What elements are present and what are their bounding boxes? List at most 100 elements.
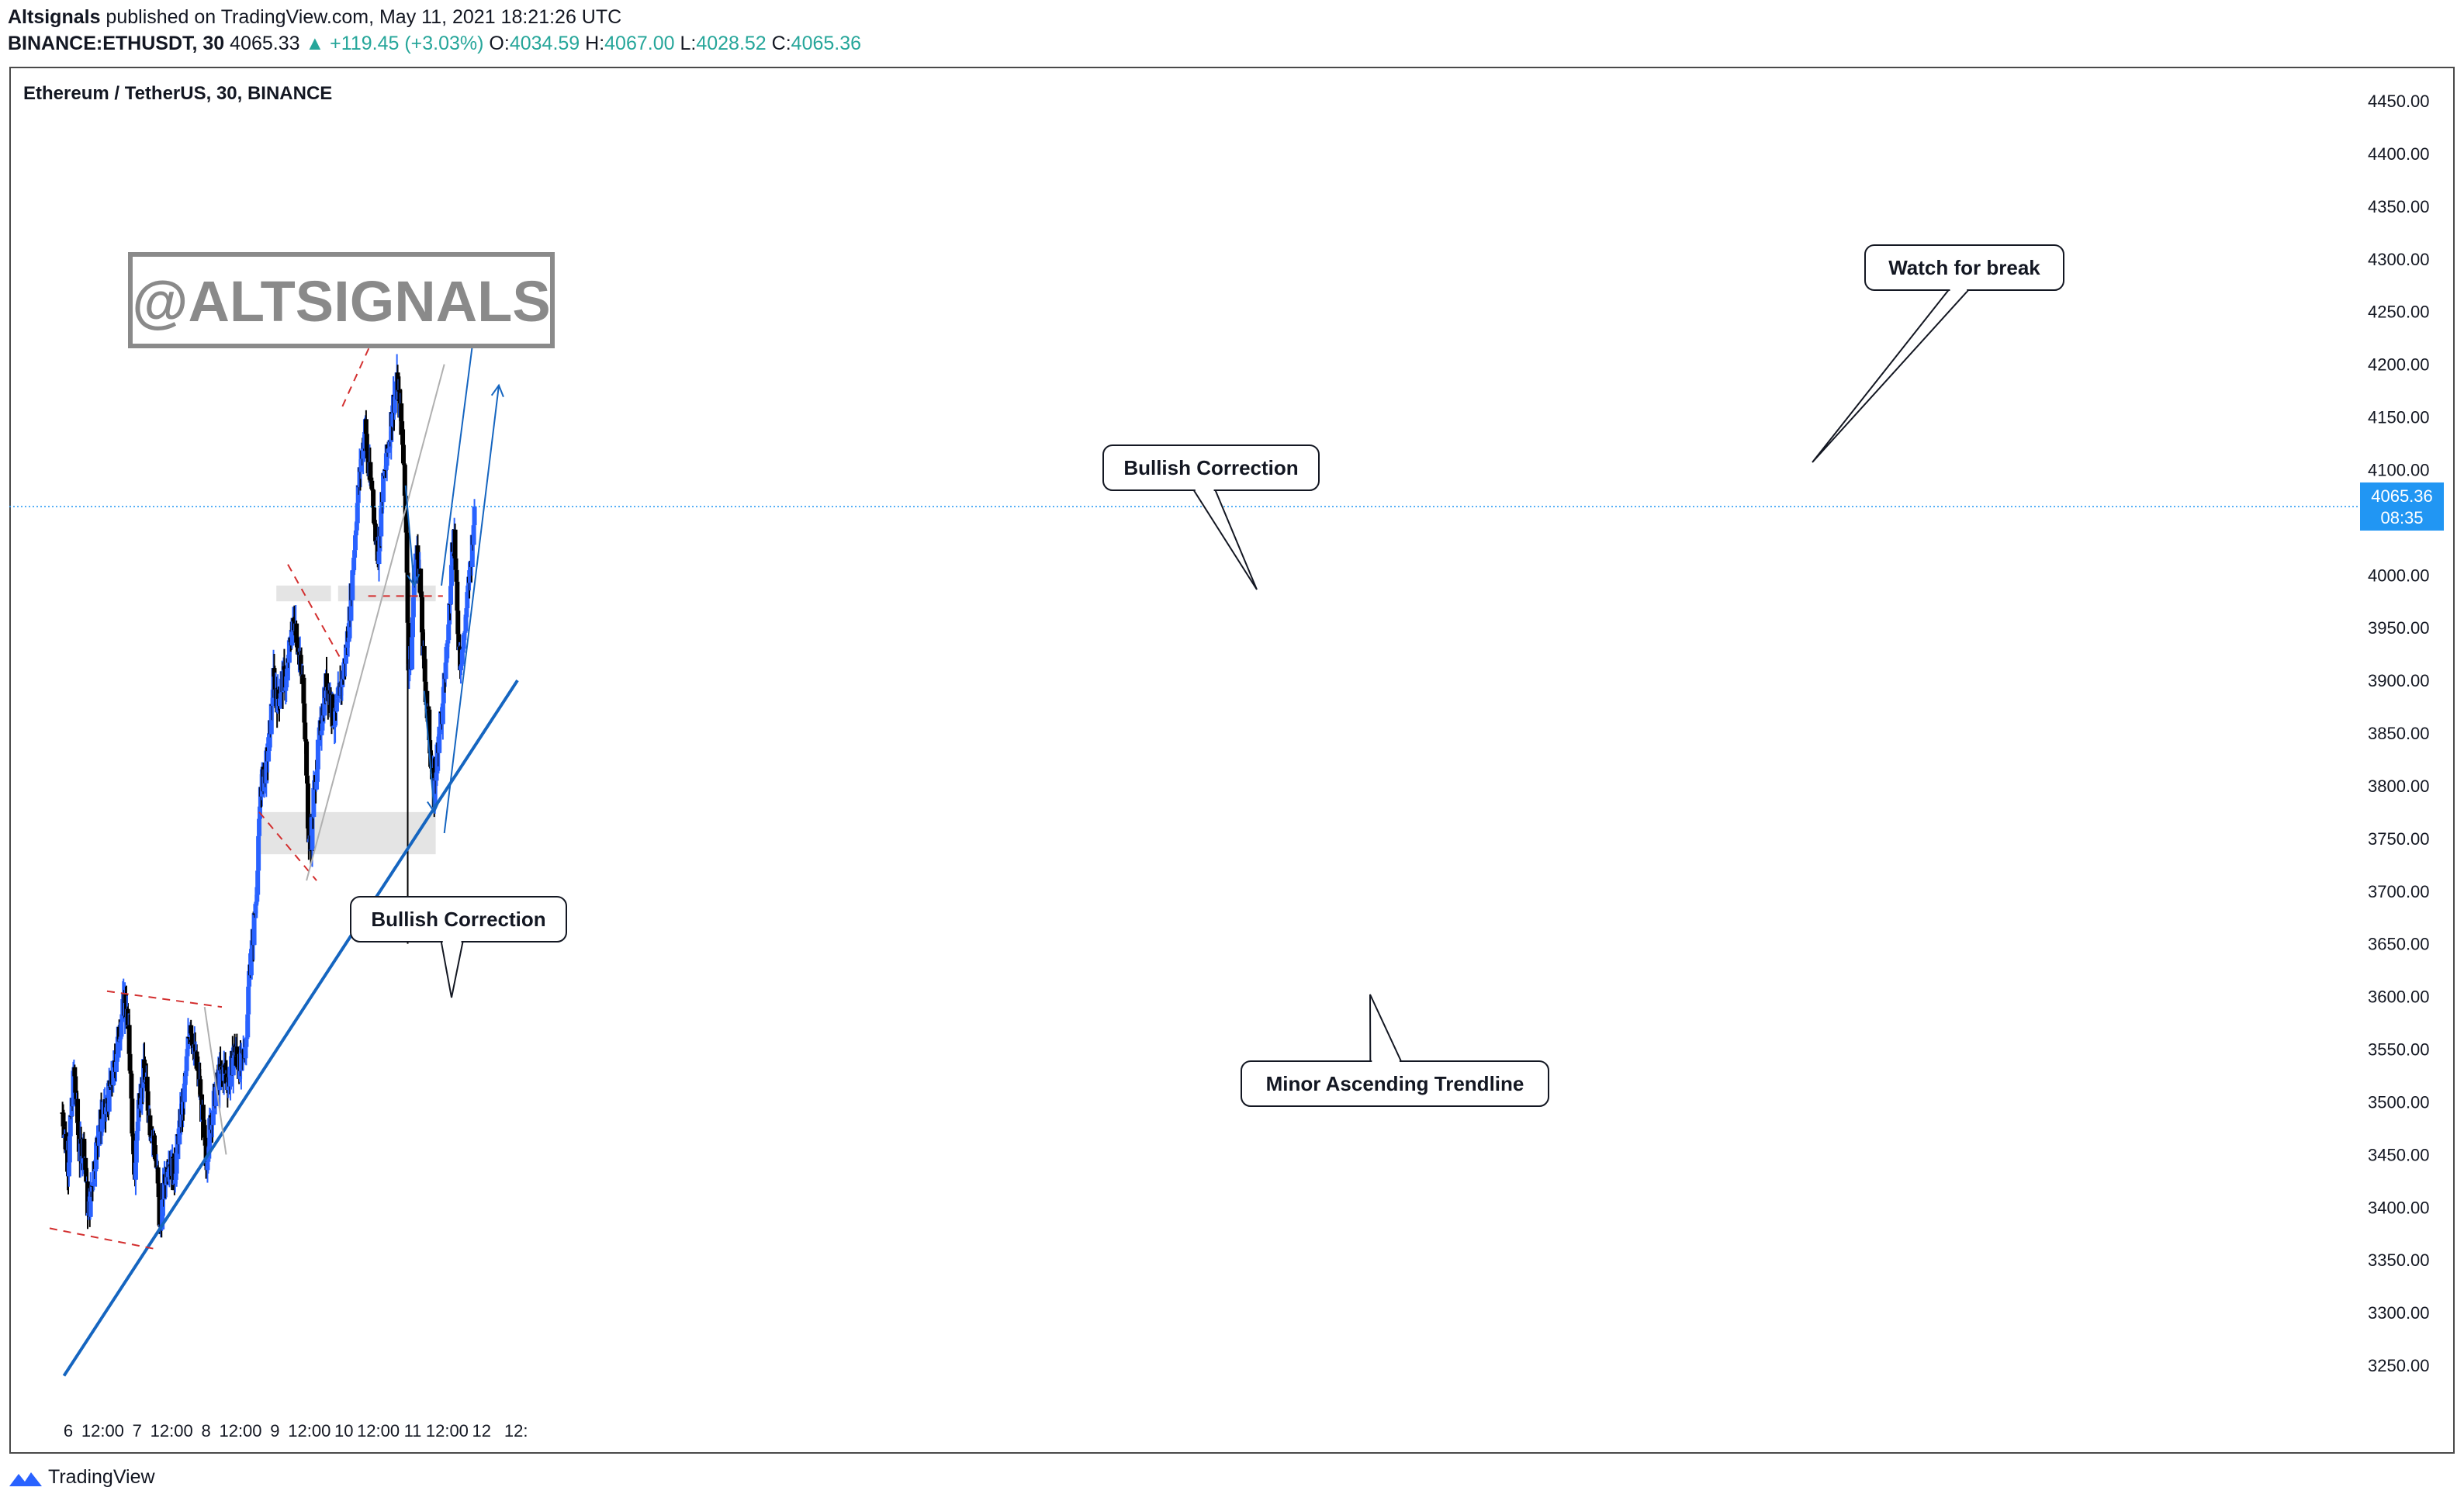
candle-body [115, 1036, 120, 1054]
candle-body [156, 1183, 161, 1198]
x-tick-label: 12:00 [219, 1421, 261, 1441]
candle-body [145, 1091, 151, 1111]
candle-body [213, 1087, 219, 1106]
candle-body [266, 751, 272, 762]
candle-body [353, 535, 358, 551]
y-tick-label: 3850.00 [2368, 724, 2430, 743]
candle-body [106, 1080, 112, 1112]
candle-body [403, 496, 408, 515]
candle-body [310, 814, 315, 850]
candle-body [324, 673, 329, 691]
open-value: 4034.59 [509, 33, 580, 54]
candle-body [427, 709, 432, 741]
close-label: C: [771, 33, 791, 54]
y-tick-label: 3700.00 [2368, 882, 2430, 901]
zones-layer [258, 585, 436, 855]
candle-body [277, 698, 282, 707]
candle-body [306, 828, 311, 842]
projection-arrow-head [427, 800, 441, 814]
candle-body [251, 913, 257, 946]
last-price-tag [2360, 482, 2444, 531]
candle-body [334, 702, 339, 712]
candle-body [201, 1119, 206, 1126]
y-tick-label: 4350.00 [2368, 197, 2430, 216]
candle-body [94, 1142, 99, 1170]
y-tick-label: 4000.00 [2368, 566, 2430, 585]
candle-body [284, 676, 289, 688]
candle-body [111, 1061, 116, 1085]
candle-body [185, 1049, 190, 1057]
callout-bullish-correction-2-pointer [1192, 489, 1258, 590]
x-tick-label: 12:00 [357, 1421, 400, 1441]
candle-body [400, 421, 405, 430]
x-tick-label: 11 [404, 1421, 422, 1441]
candle-body [461, 635, 466, 649]
y-tick-label: 4150.00 [2368, 408, 2430, 427]
candle-body [311, 787, 317, 818]
chart-frame [9, 67, 2455, 1454]
x-tick-label: 12:00 [288, 1421, 330, 1441]
drawings-layer: 4065.36 08:35 [9, 294, 2444, 1377]
candle-body [83, 1157, 88, 1171]
candles-layer [60, 354, 477, 1238]
dashed-channel-line [287, 564, 342, 660]
minor-ascending-trendline [62, 679, 519, 1377]
high-value: 4067.00 [604, 33, 675, 54]
candle-body [177, 1120, 182, 1145]
support-zone [337, 585, 436, 602]
y-tick-label: 4450.00 [2368, 92, 2430, 111]
projection-arrow [443, 385, 500, 834]
candle-body [469, 534, 475, 567]
y-tick-label: 3550.00 [2368, 1040, 2430, 1060]
x-tick-label: 6 [64, 1421, 73, 1441]
callout-bullish-correction-1-text: Bullish Correction [371, 908, 545, 931]
candle-body [381, 472, 386, 503]
last-price-value: 4065.36 [2371, 486, 2433, 506]
y-tick-label: 4400.00 [2368, 144, 2430, 164]
candle-body [129, 1074, 134, 1099]
y-tick-label: 3900.00 [2368, 671, 2430, 690]
ohlc-line: BINANCE:ETHUSDT, 30 4065.33 ▲ +119.45 (+… [8, 33, 861, 55]
y-tick-label: 3250.00 [2368, 1356, 2430, 1375]
channel-line [306, 364, 445, 881]
y-tick-label: 3500.00 [2368, 1092, 2430, 1112]
candle-body [452, 529, 458, 559]
candle-body [270, 697, 275, 706]
candle-body [210, 1110, 216, 1126]
candle-body [416, 559, 421, 577]
candle-body [84, 1170, 89, 1182]
change-label: ▲ +119.45 (+3.03%) [305, 33, 484, 54]
candle-body [72, 1067, 78, 1077]
projection-arrow [423, 690, 435, 812]
candle-body [346, 637, 351, 642]
tradingview-logo-icon [9, 1472, 42, 1486]
candle-body [81, 1138, 87, 1159]
y-tick-label: 4250.00 [2368, 303, 2430, 322]
candle-body [245, 1014, 251, 1038]
x-axis-ticks: 6 12:00 7 12:00 8 12:00 9 12:00 10 12:00 11 12:00 12… [64, 1421, 528, 1441]
candle-body [443, 662, 448, 680]
dashed-channel-line [106, 990, 223, 1008]
candle-body [157, 1197, 162, 1226]
dashed-channel-line [258, 811, 317, 881]
candle-body [257, 818, 262, 836]
callout-minor-ascending-trendline-pointer [1369, 994, 1403, 1062]
x-tick-label: 7 [133, 1421, 142, 1441]
candle-body [390, 413, 396, 427]
support-zone [258, 811, 436, 855]
candle-body [418, 569, 424, 592]
x-tick-label: 9 [270, 1421, 279, 1441]
callout-watch-for-break-text: Watch for break [1888, 256, 2040, 279]
y-tick-label: 4100.00 [2368, 460, 2430, 479]
candle-body [207, 1118, 213, 1149]
candle-body [200, 1105, 206, 1120]
open-label: O: [489, 33, 510, 54]
candle-body [410, 617, 415, 638]
y-tick-label: 3750.00 [2368, 829, 2430, 849]
low-value: 4028.52 [696, 33, 767, 54]
candle-body [133, 1140, 139, 1163]
candle-body [302, 703, 307, 723]
callout-minor-ascending-trendline-text: Minor Ascending Trendline [1266, 1072, 1524, 1095]
candle-body [453, 558, 459, 570]
